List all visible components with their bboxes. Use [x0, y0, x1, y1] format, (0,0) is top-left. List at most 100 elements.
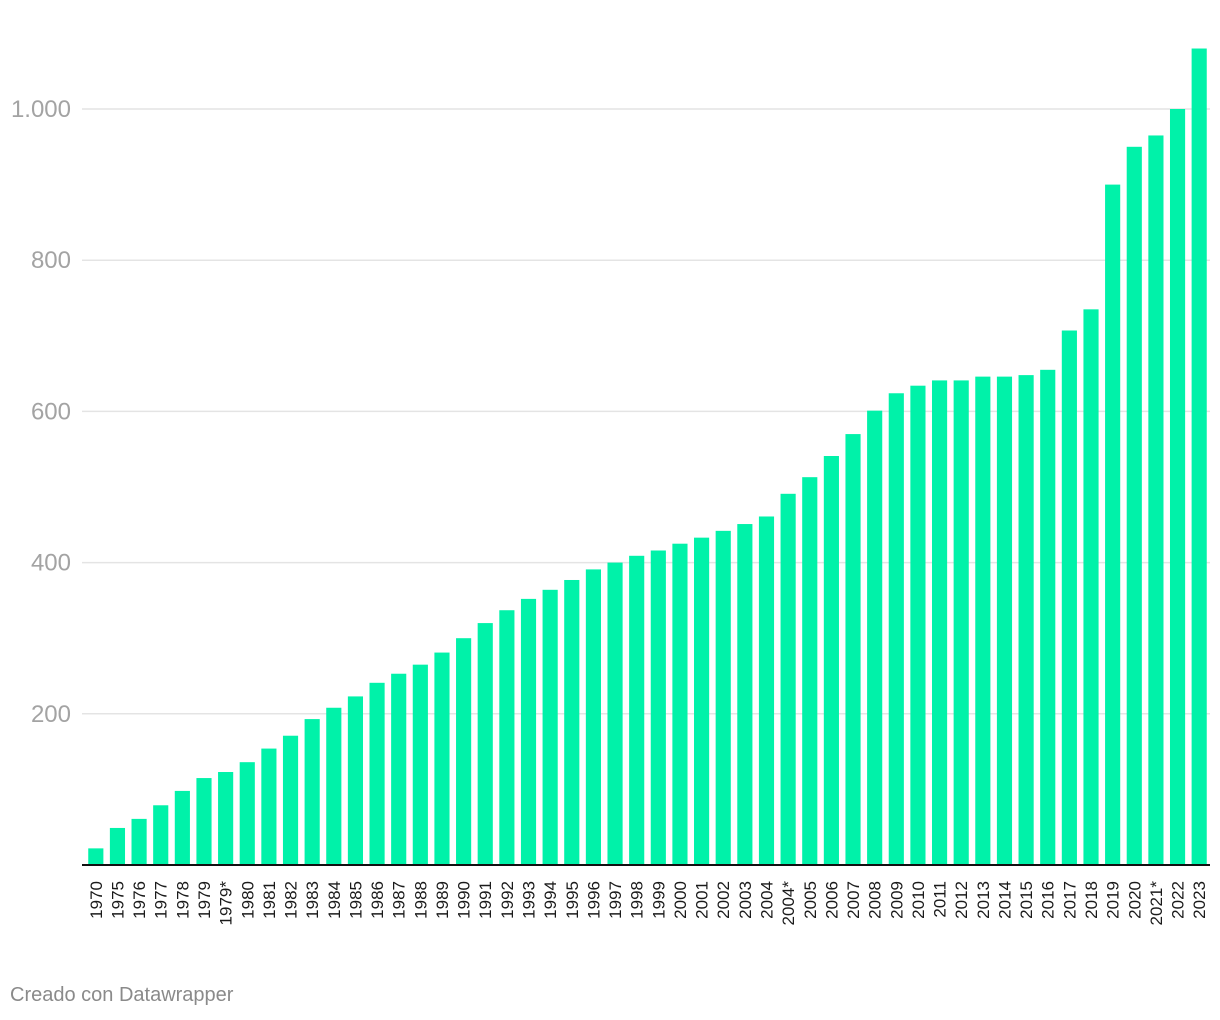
x-tick-label: 1977 [152, 881, 171, 919]
x-tick-label: 2005 [801, 881, 820, 919]
bar-2000 [672, 543, 688, 865]
bar-2017 [1061, 330, 1077, 865]
bar-1993 [520, 598, 537, 865]
x-tick-label: 2022 [1169, 881, 1188, 919]
x-tick-label: 1995 [563, 881, 582, 919]
x-tick-label: 2013 [974, 881, 993, 919]
bar-1992 [499, 610, 515, 865]
bar-2021-star [1148, 135, 1164, 865]
x-tick-label: 1990 [455, 881, 474, 919]
x-tick-label: 1987 [390, 881, 409, 919]
bar-1984 [326, 707, 342, 865]
bar-chart: 200 400 600 800 1.000 1970 1975 1976 1977 1978 19… [11, 48, 1210, 926]
x-tick-label: 1981 [260, 881, 279, 919]
x-tick-label: 2020 [1125, 881, 1144, 919]
bar-2012 [953, 380, 969, 865]
x-tick-label: 2018 [1082, 881, 1101, 919]
bar-1979 [196, 778, 212, 865]
x-tick-label: 1998 [628, 881, 647, 919]
bar-1980 [239, 762, 255, 865]
bar-1983 [304, 719, 320, 865]
x-tick-label: 1992 [498, 881, 517, 919]
y-tick-label: 200 [31, 701, 71, 728]
x-tick-label: 1979 [195, 881, 214, 919]
x-tick-label: 2006 [822, 881, 841, 919]
x-tick-label: 1999 [649, 881, 668, 919]
bar-2013 [975, 376, 991, 865]
bar-1975 [109, 827, 126, 865]
x-tick-label: 1994 [541, 881, 560, 919]
x-tick-label: 2007 [844, 881, 863, 919]
datawrapper-credit[interactable]: Creado con Datawrapper [10, 984, 234, 1006]
x-tick-label: 1997 [606, 881, 625, 919]
x-tick-label: 2017 [1060, 881, 1079, 919]
bar-2016 [1040, 369, 1056, 865]
bar-1991 [477, 623, 493, 865]
bar-2001 [694, 537, 710, 865]
x-tick-label: 2011 [931, 881, 950, 918]
x-tick-label: 1982 [282, 881, 301, 919]
x-tick-label: 1989 [433, 881, 452, 919]
x-tick-label: 1983 [303, 881, 322, 919]
bar-1998 [629, 555, 645, 865]
y-tick-label: 1.000 [11, 96, 71, 123]
x-tick-label: 1970 [87, 881, 106, 919]
bar-1970 [88, 848, 104, 865]
x-tick-label: 1978 [173, 881, 192, 919]
bar-1979-star [218, 772, 234, 865]
x-tick-label: 1988 [411, 881, 430, 919]
bars [88, 48, 1207, 866]
x-tick-label: 1984 [325, 881, 344, 919]
x-tick-label: 2001 [693, 881, 712, 919]
x-tick-label: 2021* [1147, 881, 1166, 926]
bar-1982 [282, 735, 299, 865]
bar-1976 [131, 818, 147, 865]
bar-1990 [456, 638, 472, 865]
bar-1989 [434, 652, 450, 865]
x-axis-ticks: 1970 1975 1976 1977 1978 1979 1979* 1980 1981 198… [87, 881, 1209, 926]
x-tick-label: 2012 [952, 881, 971, 919]
x-tick-label: 2019 [1104, 881, 1123, 919]
x-tick-label: 2010 [909, 881, 928, 919]
x-tick-label: 2015 [1017, 881, 1036, 919]
bar-2004-star [780, 493, 796, 865]
bar-2010 [910, 385, 926, 865]
bar-2004 [758, 516, 775, 865]
bar-1981 [261, 748, 277, 865]
bar-1987 [391, 673, 407, 865]
x-tick-label: 1985 [346, 881, 365, 919]
x-tick-label: 1991 [476, 881, 495, 919]
bar-2007 [845, 434, 861, 865]
bar-2008 [867, 410, 883, 865]
bar-2011 [931, 380, 948, 865]
bar-2014 [996, 376, 1013, 865]
bar-2019 [1105, 184, 1121, 866]
x-tick-label: 1993 [520, 881, 539, 919]
y-tick-label: 400 [31, 550, 71, 577]
x-tick-label: 1976 [130, 881, 149, 919]
bar-1985 [347, 696, 364, 865]
bar-1978 [174, 790, 190, 865]
x-tick-label: 2016 [1039, 881, 1058, 919]
y-tick-label: 800 [31, 247, 71, 274]
x-tick-label: 2008 [866, 881, 885, 919]
bar-1986 [369, 682, 385, 865]
bar-1994 [542, 589, 558, 865]
x-tick-label: 2004 [757, 881, 776, 919]
bar-1977 [153, 805, 169, 865]
bar-2003 [737, 524, 753, 865]
x-tick-label: 1980 [238, 881, 257, 919]
bar-2009 [888, 393, 904, 865]
bar-2022 [1169, 109, 1186, 865]
bar-2005 [802, 477, 818, 865]
bar-2006 [823, 456, 839, 865]
x-tick-label: 2002 [714, 881, 733, 919]
y-tick-label: 600 [31, 398, 71, 425]
bar-1997 [607, 562, 623, 865]
bar-2002 [715, 530, 731, 865]
bar-2020 [1126, 146, 1142, 866]
x-tick-label: 1986 [368, 881, 387, 919]
x-tick-label: 1979* [217, 881, 236, 926]
x-tick-label: 2023 [1190, 881, 1209, 919]
bar-2023 [1191, 48, 1207, 865]
